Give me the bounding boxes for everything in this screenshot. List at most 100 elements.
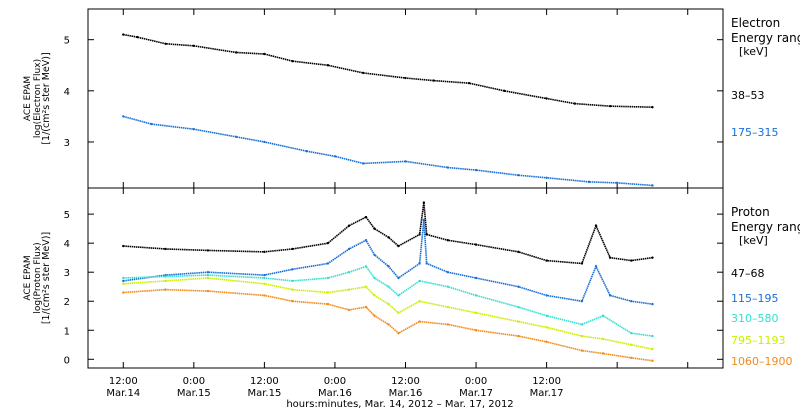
electron-data-point bbox=[651, 184, 654, 187]
proton-data-point bbox=[326, 302, 330, 306]
proton-data-point bbox=[651, 302, 654, 306]
proton-ylabel-line: log(Proton Flux) bbox=[33, 242, 43, 313]
electron-data-point bbox=[333, 155, 337, 158]
proton-data-point bbox=[263, 250, 266, 254]
proton-data-point bbox=[326, 291, 330, 294]
proton-data-point bbox=[291, 268, 294, 271]
proton-data-point bbox=[387, 285, 390, 288]
proton-data-point bbox=[418, 300, 421, 303]
proton-data-point bbox=[122, 244, 125, 248]
proton-data-point bbox=[291, 279, 294, 283]
x-tick-time: 12:00 bbox=[250, 376, 279, 387]
proton-data-point bbox=[263, 273, 266, 277]
proton-data-point bbox=[545, 340, 548, 344]
proton-data-point bbox=[122, 291, 125, 294]
proton-ytick-label: 0 bbox=[64, 355, 70, 366]
electron-data-point bbox=[122, 115, 125, 118]
electron-data-point bbox=[446, 166, 450, 169]
proton-data-point bbox=[630, 356, 633, 360]
proton-data-point bbox=[364, 239, 368, 242]
proton-data-point bbox=[206, 249, 210, 252]
proton-data-point bbox=[326, 276, 330, 280]
proton-data-point bbox=[517, 334, 520, 338]
electron-data-point bbox=[192, 44, 196, 48]
electron-data-point bbox=[234, 135, 238, 139]
electron-data-point bbox=[545, 176, 548, 179]
proton-data-point bbox=[291, 247, 294, 251]
electron-ytick-label: 4 bbox=[64, 87, 70, 98]
proton-series-line bbox=[123, 202, 653, 265]
proton-data-point bbox=[326, 241, 330, 245]
proton-ytick-label: 4 bbox=[64, 239, 70, 250]
x-tick-date: Mar.17 bbox=[530, 388, 564, 399]
electron-data-point bbox=[615, 181, 619, 185]
electron-data-point bbox=[291, 59, 294, 63]
electron-legend-title: Energy range bbox=[731, 31, 800, 45]
proton-data-point bbox=[373, 276, 376, 280]
proton-data-point bbox=[164, 247, 167, 251]
x-tick-date: Mar.17 bbox=[459, 388, 493, 399]
proton-data-point bbox=[122, 282, 125, 286]
proton-data-point bbox=[580, 262, 584, 265]
proton-data-point bbox=[347, 308, 351, 312]
proton-data-point bbox=[446, 285, 450, 288]
proton-series-line bbox=[123, 288, 653, 362]
proton-data-point bbox=[580, 334, 584, 338]
electron-data-point bbox=[164, 42, 167, 45]
proton-ytick-label: 1 bbox=[64, 326, 70, 337]
proton-series-3 bbox=[122, 276, 654, 351]
proton-data-point bbox=[651, 347, 654, 351]
proton-data-point bbox=[418, 320, 421, 323]
proton-data-point bbox=[164, 279, 167, 283]
proton-data-point bbox=[474, 329, 478, 332]
proton-data-point bbox=[397, 294, 400, 297]
electron-data-point bbox=[361, 71, 365, 75]
proton-data-point bbox=[373, 253, 376, 256]
electron-data-point bbox=[326, 64, 330, 67]
x-tick-time: 0:00 bbox=[324, 376, 346, 387]
proton-ylabel-line: [1/(cm²s ster MeV)] bbox=[41, 232, 52, 324]
electron-data-point bbox=[651, 105, 654, 109]
x-axis-title: hours:minutes, Mar. 14, 2012 – Mar. 17, … bbox=[286, 399, 513, 410]
proton-data-point bbox=[474, 294, 478, 297]
electron-data-point bbox=[503, 89, 506, 93]
electron-data-point bbox=[361, 162, 365, 165]
proton-data-point bbox=[517, 250, 520, 254]
proton-data-point bbox=[580, 300, 584, 303]
electron-series-line bbox=[123, 33, 653, 108]
proton-series-2 bbox=[122, 265, 654, 338]
electron-series-1 bbox=[122, 115, 654, 187]
proton-data-point bbox=[291, 288, 294, 291]
proton-data-point bbox=[630, 300, 633, 303]
proton-data-point bbox=[601, 352, 605, 355]
proton-legend-entry: 115–195 bbox=[731, 292, 779, 305]
electron-data-point bbox=[234, 51, 238, 54]
proton-data-point bbox=[397, 244, 400, 248]
electron-data-point bbox=[192, 127, 196, 131]
proton-data-point bbox=[601, 314, 605, 317]
proton-data-point bbox=[206, 270, 210, 274]
proton-data-point bbox=[651, 256, 654, 259]
proton-data-point bbox=[580, 323, 584, 326]
proton-data-point bbox=[373, 227, 376, 230]
proton-data-point bbox=[545, 259, 548, 262]
proton-data-point bbox=[387, 302, 390, 306]
electron-data-point bbox=[467, 81, 471, 85]
proton-data-point bbox=[418, 233, 421, 236]
proton-data-point bbox=[387, 265, 390, 268]
proton-data-point bbox=[651, 359, 654, 362]
proton-data-point bbox=[418, 262, 421, 265]
electron-data-point bbox=[545, 97, 548, 100]
proton-data-point bbox=[594, 265, 598, 268]
x-tick-date: Mar.15 bbox=[177, 388, 211, 399]
proton-ytick-label: 5 bbox=[64, 210, 70, 221]
proton-data-point bbox=[608, 294, 612, 297]
proton-data-point bbox=[425, 233, 428, 236]
proton-data-point bbox=[474, 243, 478, 246]
x-tick-date: Mar.15 bbox=[247, 388, 281, 399]
electron-data-point bbox=[573, 102, 577, 105]
proton-data-point bbox=[580, 349, 584, 352]
proton-data-point bbox=[594, 224, 598, 227]
proton-data-point bbox=[474, 276, 478, 280]
proton-data-point bbox=[446, 270, 450, 274]
